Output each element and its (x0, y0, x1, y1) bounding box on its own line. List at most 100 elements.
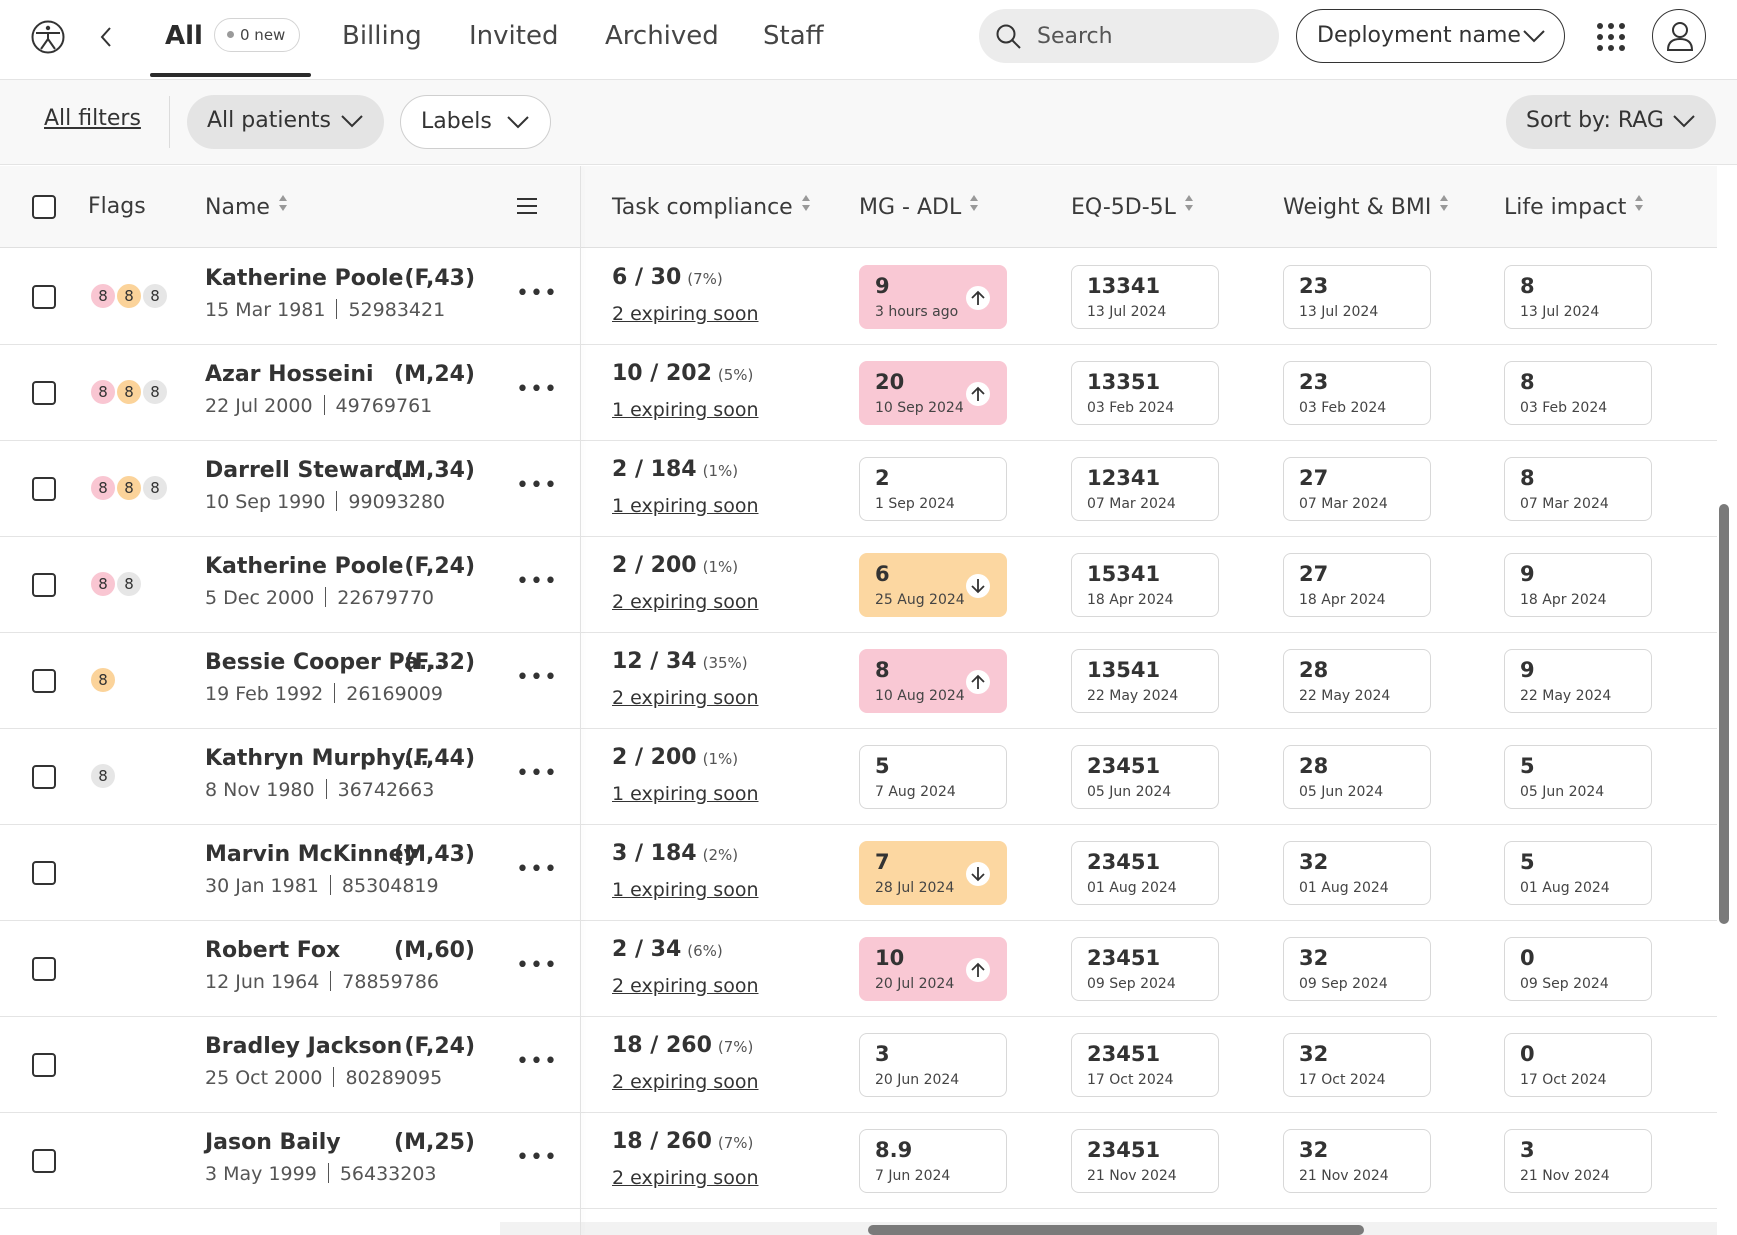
flag-badge[interactable]: 8 (141, 474, 169, 502)
weight-bmi-card[interactable]: 27 07 Mar 2024 (1283, 457, 1431, 521)
col-weight-bmi[interactable]: Weight & BMI (1283, 194, 1449, 220)
row-checkbox[interactable] (32, 1053, 56, 1077)
select-all-checkbox[interactable] (32, 195, 56, 219)
eq5d5l-card[interactable]: 15341 18 Apr 2024 (1071, 553, 1219, 617)
patient-name[interactable]: Bradley Jackson (F,24) (205, 1034, 475, 1059)
mg-adl-card[interactable]: 10 20 Jul 2024 (859, 937, 1007, 1001)
flag-badge[interactable]: 8 (115, 570, 143, 598)
row-more-icon[interactable]: ••• (516, 665, 558, 690)
weight-bmi-card[interactable]: 23 13 Jul 2024 (1283, 265, 1431, 329)
col-task-compliance[interactable]: Task compliance (612, 194, 811, 220)
labels-filter[interactable]: Labels (400, 95, 551, 149)
flag-badge[interactable]: 8 (89, 378, 117, 406)
table-row[interactable]: Jason Baily (M,25) 3 May 1999 56433203 ••… (0, 1113, 1717, 1209)
eq5d5l-card[interactable]: 23451 17 Oct 2024 (1071, 1033, 1219, 1097)
weight-bmi-card[interactable]: 32 21 Nov 2024 (1283, 1129, 1431, 1193)
sort-select[interactable]: Sort by: RAG (1506, 95, 1716, 149)
patient-name[interactable]: Jason Baily (M,25) (205, 1130, 475, 1155)
table-row[interactable]: 8 Bessie Cooper Pa... (F,32) 19 Feb 1992… (0, 633, 1717, 729)
patient-name[interactable]: Bessie Cooper Pa... (F,32) (205, 650, 475, 675)
tab-archived[interactable]: Archived (605, 21, 719, 51)
patient-name[interactable]: Marvin McKinney (M,43) (205, 842, 475, 867)
expiring-soon-link[interactable]: 1 expiring soon (612, 783, 759, 805)
all-filters-link[interactable]: All filters (44, 106, 141, 131)
table-row[interactable]: Bradley Jackson (F,24) 25 Oct 2000 802890… (0, 1017, 1717, 1113)
flag-badge[interactable]: 8 (89, 282, 117, 310)
eq5d5l-card[interactable]: 13351 03 Feb 2024 (1071, 361, 1219, 425)
col-mg-adl[interactable]: MG - ADL (859, 194, 979, 220)
row-checkbox[interactable] (32, 957, 56, 981)
search-box[interactable] (979, 9, 1279, 63)
patient-name[interactable]: Robert Fox (M,60) (205, 938, 475, 963)
life-impact-card[interactable]: 0 09 Sep 2024 (1504, 937, 1652, 1001)
row-more-icon[interactable]: ••• (516, 473, 558, 498)
deployment-select[interactable]: Deployment name (1296, 9, 1565, 63)
mg-adl-card[interactable]: 2 1 Sep 2024 (859, 457, 1007, 521)
back-chevron-icon[interactable] (96, 22, 116, 52)
row-checkbox[interactable] (32, 381, 56, 405)
row-more-icon[interactable]: ••• (516, 377, 558, 402)
life-impact-card[interactable]: 3 21 Nov 2024 (1504, 1129, 1652, 1193)
row-more-icon[interactable]: ••• (516, 569, 558, 594)
mg-adl-card[interactable]: 20 10 Sep 2024 (859, 361, 1007, 425)
eq5d5l-card[interactable]: 23451 09 Sep 2024 (1071, 937, 1219, 1001)
patients-filter[interactable]: All patients (187, 95, 384, 149)
table-row[interactable]: 8 Kathryn Murphy... (F,44) 8 Nov 1980 367… (0, 729, 1717, 825)
weight-bmi-card[interactable]: 27 18 Apr 2024 (1283, 553, 1431, 617)
weight-bmi-card[interactable]: 32 01 Aug 2024 (1283, 841, 1431, 905)
patient-name[interactable]: Azar Hosseini (M,24) (205, 362, 475, 387)
col-life-impact[interactable]: Life impact (1504, 194, 1644, 220)
flag-badge[interactable]: 8 (89, 570, 117, 598)
expiring-soon-link[interactable]: 2 expiring soon (612, 591, 759, 613)
mg-adl-card[interactable]: 6 25 Aug 2024 (859, 553, 1007, 617)
mg-adl-card[interactable]: 7 28 Jul 2024 (859, 841, 1007, 905)
weight-bmi-card[interactable]: 23 03 Feb 2024 (1283, 361, 1431, 425)
row-more-icon[interactable]: ••• (516, 1049, 558, 1074)
table-row[interactable]: Robert Fox (M,60) 12 Jun 1964 78859786 ••… (0, 921, 1717, 1017)
mg-adl-card[interactable]: 3 20 Jun 2024 (859, 1033, 1007, 1097)
eq5d5l-card[interactable]: 12341 07 Mar 2024 (1071, 457, 1219, 521)
eq5d5l-card[interactable]: 23451 01 Aug 2024 (1071, 841, 1219, 905)
eq5d5l-card[interactable]: 13341 13 Jul 2024 (1071, 265, 1219, 329)
tab-billing[interactable]: Billing (342, 21, 422, 51)
row-checkbox[interactable] (32, 669, 56, 693)
life-impact-card[interactable]: 9 18 Apr 2024 (1504, 553, 1652, 617)
weight-bmi-card[interactable]: 32 09 Sep 2024 (1283, 937, 1431, 1001)
flag-badge[interactable]: 8 (115, 378, 143, 406)
flag-badge[interactable]: 8 (115, 474, 143, 502)
mg-adl-card[interactable]: 8 10 Aug 2024 (859, 649, 1007, 713)
life-impact-card[interactable]: 8 07 Mar 2024 (1504, 457, 1652, 521)
weight-bmi-card[interactable]: 28 22 May 2024 (1283, 649, 1431, 713)
expiring-soon-link[interactable]: 2 expiring soon (612, 1167, 759, 1189)
patient-name[interactable]: Katherine Poole (F,24) (205, 554, 475, 579)
tab-invited[interactable]: Invited (469, 21, 559, 51)
tab-staff[interactable]: Staff (763, 21, 824, 51)
life-impact-card[interactable]: 9 22 May 2024 (1504, 649, 1652, 713)
apps-grid-icon[interactable] (1596, 22, 1626, 52)
life-impact-card[interactable]: 0 17 Oct 2024 (1504, 1033, 1652, 1097)
table-row[interactable]: Marvin McKinney (M,43) 30 Jan 1981 853048… (0, 825, 1717, 921)
flag-badge[interactable]: 8 (89, 666, 117, 694)
life-impact-card[interactable]: 5 05 Jun 2024 (1504, 745, 1652, 809)
row-checkbox[interactable] (32, 573, 56, 597)
life-impact-card[interactable]: 5 01 Aug 2024 (1504, 841, 1652, 905)
eq5d5l-card[interactable]: 23451 05 Jun 2024 (1071, 745, 1219, 809)
flag-badge[interactable]: 8 (89, 474, 117, 502)
expiring-soon-link[interactable]: 2 expiring soon (612, 975, 759, 997)
flag-badge[interactable]: 8 (115, 282, 143, 310)
mg-adl-card[interactable]: 8.9 7 Jun 2024 (859, 1129, 1007, 1193)
row-more-icon[interactable]: ••• (516, 1145, 558, 1170)
avatar[interactable] (1652, 9, 1706, 63)
expiring-soon-link[interactable]: 2 expiring soon (612, 687, 759, 709)
row-checkbox[interactable] (32, 1149, 56, 1173)
expiring-soon-link[interactable]: 1 expiring soon (612, 495, 759, 517)
search-input[interactable] (1037, 17, 1257, 55)
vertical-scrollbar[interactable] (1719, 504, 1729, 924)
column-menu-icon[interactable] (517, 197, 537, 215)
row-checkbox[interactable] (32, 765, 56, 789)
life-impact-card[interactable]: 8 13 Jul 2024 (1504, 265, 1652, 329)
flag-badge[interactable]: 8 (141, 282, 169, 310)
